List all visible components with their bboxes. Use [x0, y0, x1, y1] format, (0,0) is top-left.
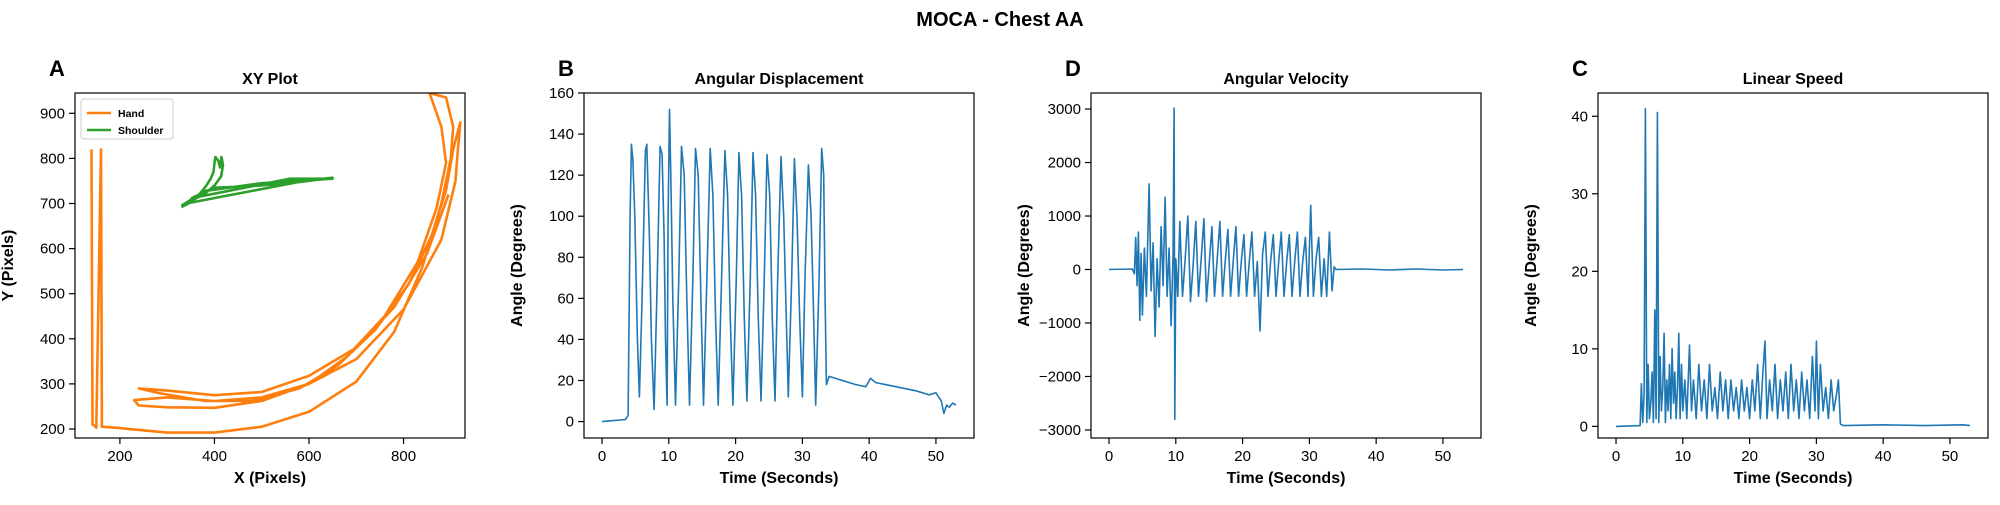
x-tick-label: 10: [660, 448, 677, 465]
legend-entry: Hand: [118, 108, 144, 120]
x-tick-label: 30: [1301, 448, 1318, 465]
y-tick-label: 30: [1571, 186, 1588, 203]
y-tick-label: 0: [566, 414, 574, 431]
x-tick-label: 800: [391, 448, 416, 465]
panel-title: Angular Velocity: [1223, 71, 1348, 88]
y-tick-label: 10: [1571, 341, 1588, 358]
y-tick-label: 600: [40, 241, 65, 258]
panel-label: C: [1572, 56, 1588, 81]
y-tick-label: 300: [40, 376, 65, 393]
x-tick-label: 30: [1808, 448, 1825, 465]
legend: Hand Shoulder: [80, 98, 174, 140]
x-tick-label: 20: [1234, 448, 1251, 465]
x-axis-label: X (Pixels): [234, 470, 306, 487]
x-tick-label: 50: [928, 448, 945, 465]
y-tick-label: −3000: [1039, 422, 1081, 439]
series-line-data: [601, 108, 957, 423]
x-tick-label: 50: [1435, 448, 1452, 465]
series-line-data: [1615, 107, 1971, 428]
y-tick-label: 500: [40, 286, 65, 303]
x-tick-label: 30: [794, 448, 811, 465]
y-tick-label: 0: [1073, 262, 1081, 279]
y-tick-label: 3000: [1048, 101, 1081, 118]
x-tick-label: 0: [1612, 448, 1620, 465]
series-line-hand: [90, 93, 462, 434]
chart-panel-d: 0 10 20 30 40 50 −3000 −2000 −1000 0 1000 2000 3000 A…: [1016, 56, 1482, 487]
panel-title: Angular Displacement: [695, 71, 865, 88]
panel-label: D: [1065, 56, 1081, 81]
x-tick-label: 0: [598, 448, 606, 465]
x-tick-label: 400: [202, 448, 227, 465]
y-axis-label: Angle (Degrees): [1016, 204, 1033, 327]
axes-frame: [1090, 92, 1482, 439]
panel-label: A: [49, 56, 65, 81]
panel-title: Linear Speed: [1743, 71, 1843, 88]
y-tick-label: 700: [40, 195, 65, 212]
panel-title: XY Plot: [242, 71, 298, 88]
y-tick-label: 2000: [1048, 155, 1081, 172]
axes-frame: [583, 92, 975, 439]
y-tick-label: 20: [557, 373, 574, 390]
y-tick-label: −1000: [1039, 315, 1081, 332]
y-tick-label: 400: [40, 331, 65, 348]
y-tick-label: 40: [1571, 108, 1588, 125]
x-tick-label: 40: [1875, 448, 1892, 465]
chart-panel-a: 200 400 600 800 200 300 400 500 600 700 800 900 XY P…: [0, 56, 466, 487]
x-tick-label: 20: [727, 448, 744, 465]
figure-title: MOCA - Chest AA: [916, 9, 1083, 31]
axes-frame: [74, 92, 466, 439]
y-tick-label: 1000: [1048, 208, 1081, 225]
x-tick-label: 10: [1167, 448, 1184, 465]
x-tick-label: 20: [1741, 448, 1758, 465]
y-tick-label: 200: [40, 421, 65, 438]
x-tick-label: 200: [107, 448, 132, 465]
y-tick-label: 120: [549, 167, 574, 184]
x-tick-label: 600: [296, 448, 321, 465]
y-axis-label: Angle (Degrees): [1523, 204, 1540, 327]
y-tick-label: 0: [1580, 418, 1588, 435]
axes-frame: [1597, 92, 1989, 439]
y-tick-label: 80: [557, 249, 574, 266]
legend-entry: Shoulder: [118, 125, 164, 137]
y-tick-label: 900: [40, 105, 65, 122]
chart-panel-c: 0 10 20 30 40 50 0 10 20 30 40 Linear Speed C Time (S…: [1523, 56, 1989, 487]
series-line-data: [1108, 107, 1464, 421]
y-tick-label: 160: [549, 85, 574, 102]
y-axis-label: Angle (Degrees): [509, 204, 526, 327]
y-tick-label: 20: [1571, 263, 1588, 280]
x-axis-label: Time (Seconds): [1227, 470, 1346, 487]
x-tick-label: 10: [1674, 448, 1691, 465]
x-tick-label: 50: [1942, 448, 1959, 465]
x-tick-label: 40: [1368, 448, 1385, 465]
y-tick-label: 60: [557, 290, 574, 307]
y-tick-label: −2000: [1039, 368, 1081, 385]
x-axis-label: Time (Seconds): [1734, 470, 1853, 487]
chart-panel-b: 0 10 20 30 40 50 0 20 40 60 80 100 120 140 160 Angular …: [509, 56, 975, 487]
series-line-shoulder: [180, 155, 334, 209]
y-axis-label: Y (Pixels): [0, 230, 17, 302]
y-tick-label: 140: [549, 126, 574, 143]
x-tick-label: 0: [1105, 448, 1113, 465]
y-tick-label: 40: [557, 331, 574, 348]
x-tick-label: 40: [861, 448, 878, 465]
x-axis-label: Time (Seconds): [720, 470, 839, 487]
y-tick-label: 100: [549, 208, 574, 225]
panel-label: B: [558, 56, 574, 81]
y-tick-label: 800: [40, 150, 65, 167]
